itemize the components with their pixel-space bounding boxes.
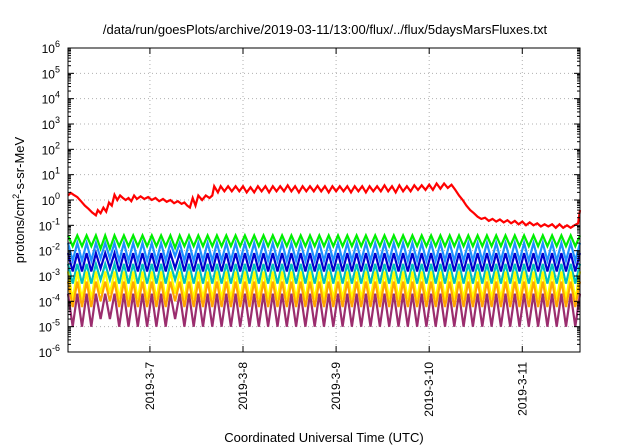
y-tick-label: 101 xyxy=(42,166,60,183)
y-axis-label: protons/cm2-s-sr-MeV xyxy=(11,136,27,263)
chart-title: /data/run/goesPlots/archive/2019-03-11/1… xyxy=(103,22,548,37)
y-tick-label: 102 xyxy=(42,140,60,157)
series-line-1 xyxy=(66,232,582,253)
y-axis: 106 105 104 103 102 101 100 10-1 10-2 10-3 10-4 10-… xyxy=(39,39,580,360)
y-tick-label: 10-6 xyxy=(39,343,60,360)
x-tick-label: 2019-3-10 xyxy=(422,362,436,417)
series-line-6 xyxy=(66,281,582,308)
y-tick-label: 100 xyxy=(42,191,60,208)
series-line-2 xyxy=(66,238,582,266)
y-tick-label: 10-2 xyxy=(39,242,60,259)
series-line-0 xyxy=(67,181,582,230)
series-line-5 xyxy=(66,271,582,300)
y-tick-label: 103 xyxy=(42,115,60,132)
series-line-3 xyxy=(66,248,582,273)
y-tick-label: 10-4 xyxy=(39,292,60,309)
x-axis-label: Coordinated Universal Time (UTC) xyxy=(224,430,423,445)
x-tick-label: 2019-3-8 xyxy=(236,362,250,410)
series-line-7 xyxy=(66,293,582,327)
series-lines xyxy=(66,181,582,327)
x-axis: 2019-3-7 2019-3-8 2019-3-9 2019-3-10 2019-3-… xyxy=(143,48,529,417)
y-tick-label: 10-3 xyxy=(39,267,60,284)
x-tick-label: 2019-3-11 xyxy=(515,362,529,416)
y-tick-label: 10-1 xyxy=(39,216,60,233)
y-tick-label: 104 xyxy=(42,90,60,107)
y-tick-label: 10-5 xyxy=(39,318,60,335)
x-tick-label: 2019-3-7 xyxy=(143,362,157,410)
series-line-4 xyxy=(66,259,582,284)
y-tick-label: 105 xyxy=(42,64,60,81)
x-tick-label: 2019-3-9 xyxy=(329,362,343,410)
y-tick-label: 106 xyxy=(42,39,60,56)
